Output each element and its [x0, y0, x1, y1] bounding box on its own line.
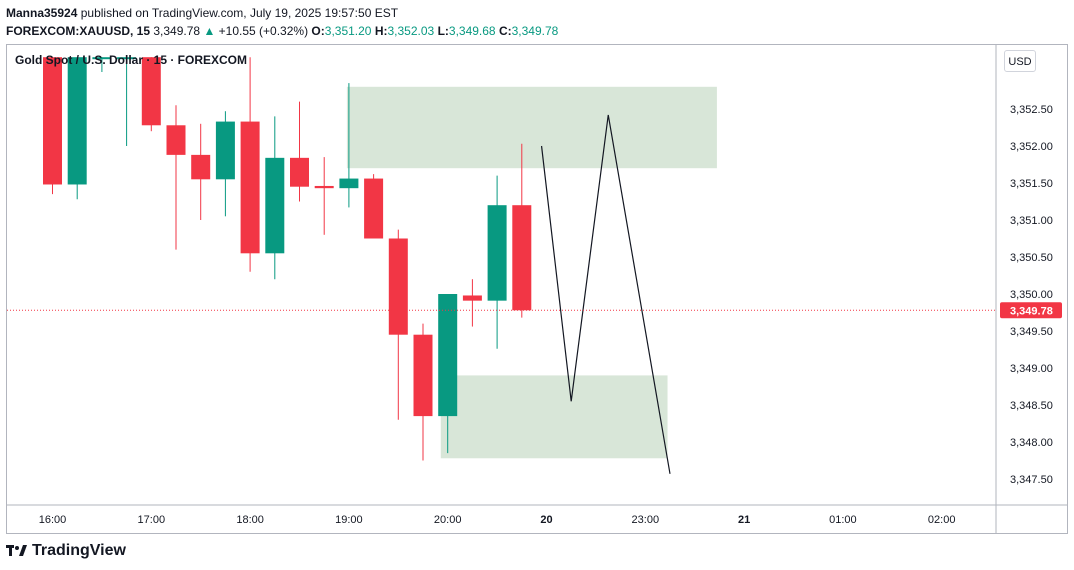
close-value: 3,349.78	[511, 24, 559, 38]
publish-line: Manna35924 published on TradingView.com,…	[6, 4, 558, 22]
time-tick-label: 16:00	[39, 514, 67, 526]
open-label: O:	[311, 24, 325, 38]
publish-header: Manna35924 published on TradingView.com,…	[6, 4, 558, 40]
tradingview-logo-icon	[6, 545, 27, 556]
last-price-badge-label: 3,349.78	[1010, 305, 1053, 317]
candle-body[interactable]	[67, 57, 87, 185]
author-name[interactable]: Manna35924	[6, 6, 78, 20]
price-tick-label: 3,348.00	[1010, 437, 1053, 449]
last-price: 3,349.78	[153, 24, 201, 38]
time-tick-label: 17:00	[138, 514, 166, 526]
price-tick-label: 3,352.00	[1010, 141, 1053, 153]
candle-body[interactable]	[92, 57, 112, 60]
tradingview-brand: TradingView	[32, 542, 126, 559]
price-tick-label: 3,347.50	[1010, 474, 1053, 486]
chart-frame[interactable]	[6, 44, 1068, 534]
candle-body[interactable]	[462, 295, 482, 301]
price-tick-label: 3,348.50	[1010, 400, 1053, 412]
time-tick-label: 23:00	[632, 514, 660, 526]
high-value: 3,352.03	[387, 24, 435, 38]
time-tick-label: 01:00	[829, 514, 857, 526]
zone-rectangle-1[interactable]	[346, 86, 717, 169]
projection-path[interactable]	[540, 114, 671, 474]
close-label: C:	[498, 24, 512, 38]
time-tick-label: 20	[540, 514, 552, 526]
candle-body[interactable]	[215, 121, 235, 180]
open-value: 3,351.20	[324, 24, 372, 38]
candle-body[interactable]	[265, 157, 285, 254]
price-tick-label: 3,349.00	[1010, 363, 1053, 375]
candle-body[interactable]	[240, 121, 260, 254]
price-change: +10.55 (+0.32%)	[218, 24, 309, 38]
tradingview-logo[interactable]: TradingView	[6, 542, 126, 560]
low-value: 3,349.68	[448, 24, 496, 38]
candle-body[interactable]	[487, 205, 507, 301]
time-tick-label: 21	[738, 514, 750, 526]
candle-body[interactable]	[290, 157, 309, 187]
chart-symbol-title: Gold Spot / U.S. Dollar · 15 · FOREXCOM	[15, 53, 248, 67]
candle-body[interactable]	[166, 125, 186, 155]
plot-area[interactable]	[7, 57, 996, 474]
price-tick-label: 3,350.50	[1010, 252, 1053, 264]
time-tick-label: 19:00	[335, 514, 363, 526]
last-price-badge	[1000, 302, 1062, 319]
candle-body[interactable]	[191, 154, 211, 180]
candle-body[interactable]	[339, 178, 359, 189]
candle-body[interactable]	[314, 185, 334, 189]
price-tick-label: 3,352.50	[1010, 104, 1053, 116]
time-tick-label: 02:00	[928, 514, 956, 526]
price-tick-label: 3,351.00	[1010, 215, 1053, 227]
price-tick-label: 3,349.50	[1010, 326, 1053, 338]
candle-body[interactable]	[43, 57, 62, 185]
candle-body[interactable]	[388, 238, 408, 335]
symbol-label: FOREXCOM:XAUUSD, 15	[6, 24, 151, 38]
publish-info: published on TradingView.com, July 19, 2…	[80, 6, 399, 20]
low-label: L:	[437, 24, 449, 38]
ohlc-line: FOREXCOM:XAUUSD, 15 3,349.78 ▲ +10.55 (+…	[6, 22, 558, 40]
price-tick-label: 3,350.00	[1010, 289, 1053, 301]
time-tick-label: 20:00	[434, 514, 462, 526]
candle-body[interactable]	[512, 205, 532, 311]
up-arrow-icon: ▲	[203, 24, 216, 38]
high-label: H:	[374, 24, 388, 38]
candle-body[interactable]	[413, 334, 433, 417]
zone-rectangle-2[interactable]	[440, 375, 668, 459]
candle-body[interactable]	[141, 57, 161, 126]
time-tick-label: 18:00	[236, 514, 264, 526]
candle-body[interactable]	[438, 294, 458, 417]
price-tick-label: 3,351.50	[1010, 178, 1053, 190]
candle-body[interactable]	[117, 57, 137, 60]
currency-button[interactable]: USD	[1004, 50, 1036, 72]
candle-body[interactable]	[364, 178, 384, 239]
